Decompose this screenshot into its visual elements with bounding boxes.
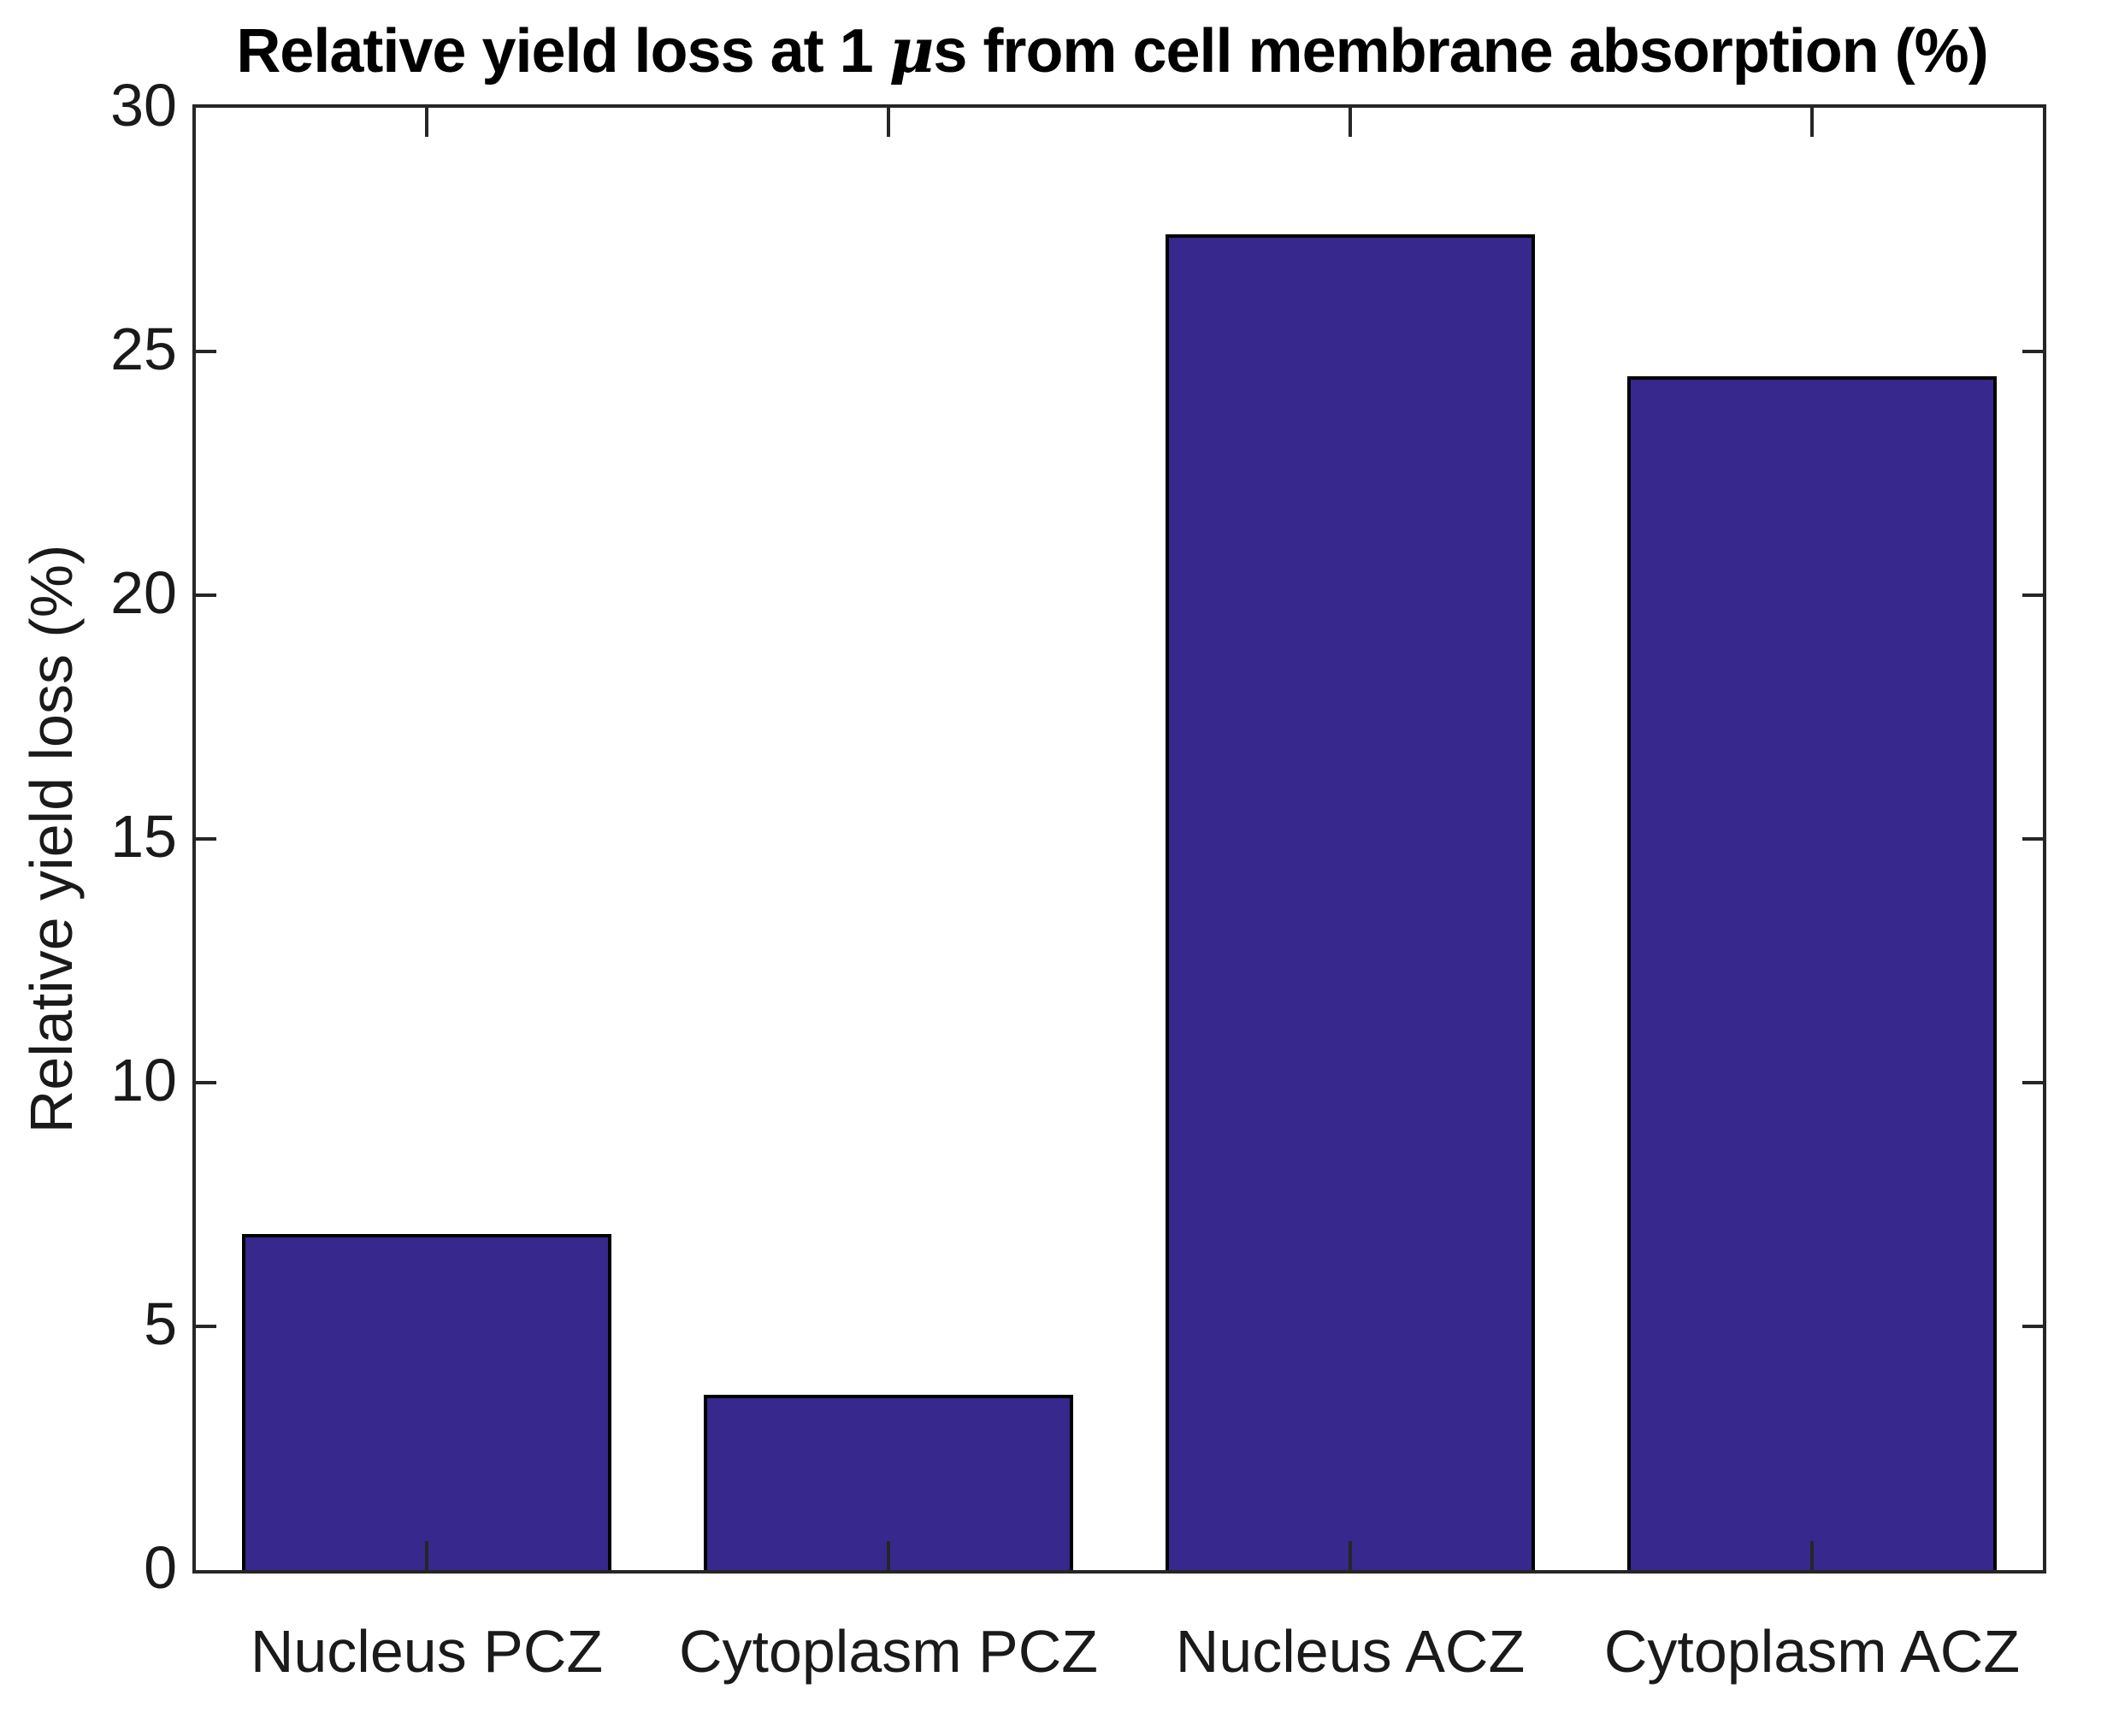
x-tick-mark [425,108,428,137]
x-tick-label-nucleus-acz: Nucleus ACZ [1175,1618,1526,1685]
chart-title-suffix: s from cell membrane absorption (%) [933,17,1988,86]
x-tick-mark [1810,1541,1814,1570]
y-tick-label: 20 [110,558,177,626]
y-tick-label: 0 [144,1533,177,1601]
bar-cytoplasm-acz [1627,375,1997,1570]
mu-symbol: μ [888,14,935,86]
y-tick-label: 15 [110,802,177,870]
y-tick-mark [2022,837,2043,841]
x-tick-mark [887,1541,890,1570]
y-tick-mark [196,593,216,597]
y-tick-label: 25 [110,315,177,382]
y-tick-mark [196,350,216,353]
y-tick-label: 10 [110,1046,177,1113]
plot-area [196,108,2043,1570]
x-tick-mark [887,108,890,137]
x-tick-label-nucleus-pcz: Nucleus PCZ [250,1618,604,1685]
x-tick-mark [1349,108,1352,137]
y-tick-mark [196,1081,216,1084]
y-tick-mark [2022,1325,2043,1328]
x-tick-mark [1349,1541,1352,1570]
x-tick-mark [1810,108,1814,137]
y-tick-mark [2022,350,2043,353]
x-tick-label-cytoplasm-acz: Cytoplasm ACZ [1603,1618,2021,1685]
y-tick-mark [196,1325,216,1328]
bar-nucleus-acz [1166,234,1535,1570]
chart-title: Relative yield loss at 1 μs from cell me… [111,14,2113,86]
x-tick-label-cytoplasm-pcz: Cytoplasm PCZ [678,1618,1099,1685]
y-tick-mark [2022,1081,2043,1084]
y-tick-mark [196,837,216,841]
x-tick-mark [425,1541,428,1570]
y-tick-label: 5 [144,1290,177,1357]
chart-title-prefix: Relative yield loss at 1 [236,17,889,86]
bar-nucleus-pcz [242,1233,611,1570]
y-tick-mark [2022,593,2043,597]
y-tick-label: 30 [110,71,177,139]
bar-cytoplasm-pcz [704,1394,1073,1570]
